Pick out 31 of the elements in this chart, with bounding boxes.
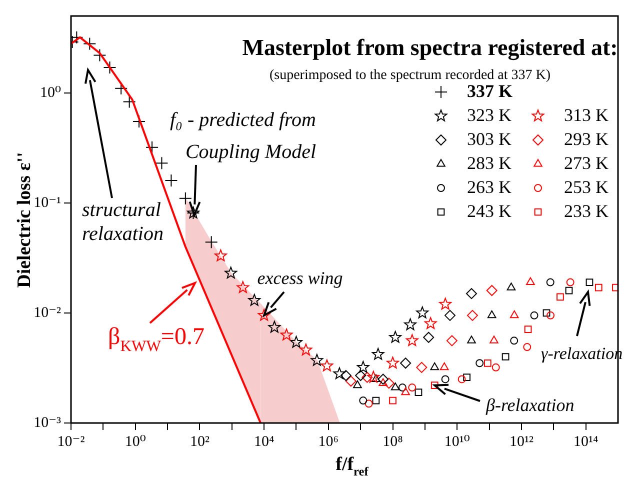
text: Masterplot from spectra registered at: bbox=[242, 35, 618, 61]
y-tick-label: 10⁻² bbox=[34, 304, 62, 321]
legend-label: 293 K bbox=[564, 129, 608, 149]
x-tick-label: 10⁴ bbox=[254, 434, 274, 450]
y-axis-title: Dielectric loss ε'' bbox=[14, 152, 35, 288]
x-tick-label: 10⁸ bbox=[382, 434, 403, 450]
y-tick-label: 10⁻¹ bbox=[34, 194, 61, 211]
text: (superimposed to the spectrum recorded at 337 K) bbox=[269, 68, 551, 83]
legend-label: 337 K bbox=[467, 81, 513, 101]
legend-label: 303 K bbox=[467, 129, 512, 149]
x-tick-label: 10¹⁴ bbox=[573, 434, 598, 450]
x-tick-label: 10⁰ bbox=[124, 434, 146, 450]
legend-label: 273 K bbox=[564, 153, 608, 173]
x-tick-label: 10¹⁰ bbox=[444, 434, 470, 450]
annotation: f₀ - predicted from Coupling Model bbox=[170, 109, 316, 163]
legend-label: 233 K bbox=[564, 201, 608, 221]
legend-label: 263 K bbox=[467, 177, 512, 197]
annotation: excess wing bbox=[257, 268, 343, 288]
x-tick-label: 10⁻² bbox=[57, 434, 86, 450]
legend-label: 313 K bbox=[564, 105, 608, 125]
x-tick-label: 10² bbox=[190, 434, 210, 450]
legend-label: 283 K bbox=[467, 153, 512, 173]
annotation: structural relaxation bbox=[82, 199, 164, 245]
legend-label: 243 K bbox=[467, 201, 512, 221]
annotation: β-relaxation bbox=[485, 395, 574, 415]
y-tick-label: 10⁰ bbox=[40, 84, 61, 101]
x-tick-label: 10¹² bbox=[509, 434, 534, 450]
y-tick-label: 10⁻³ bbox=[34, 414, 62, 431]
legend-label: 323 K bbox=[467, 105, 512, 125]
legend-label: 253 K bbox=[564, 177, 608, 197]
x-tick-label: 10⁶ bbox=[318, 434, 339, 450]
